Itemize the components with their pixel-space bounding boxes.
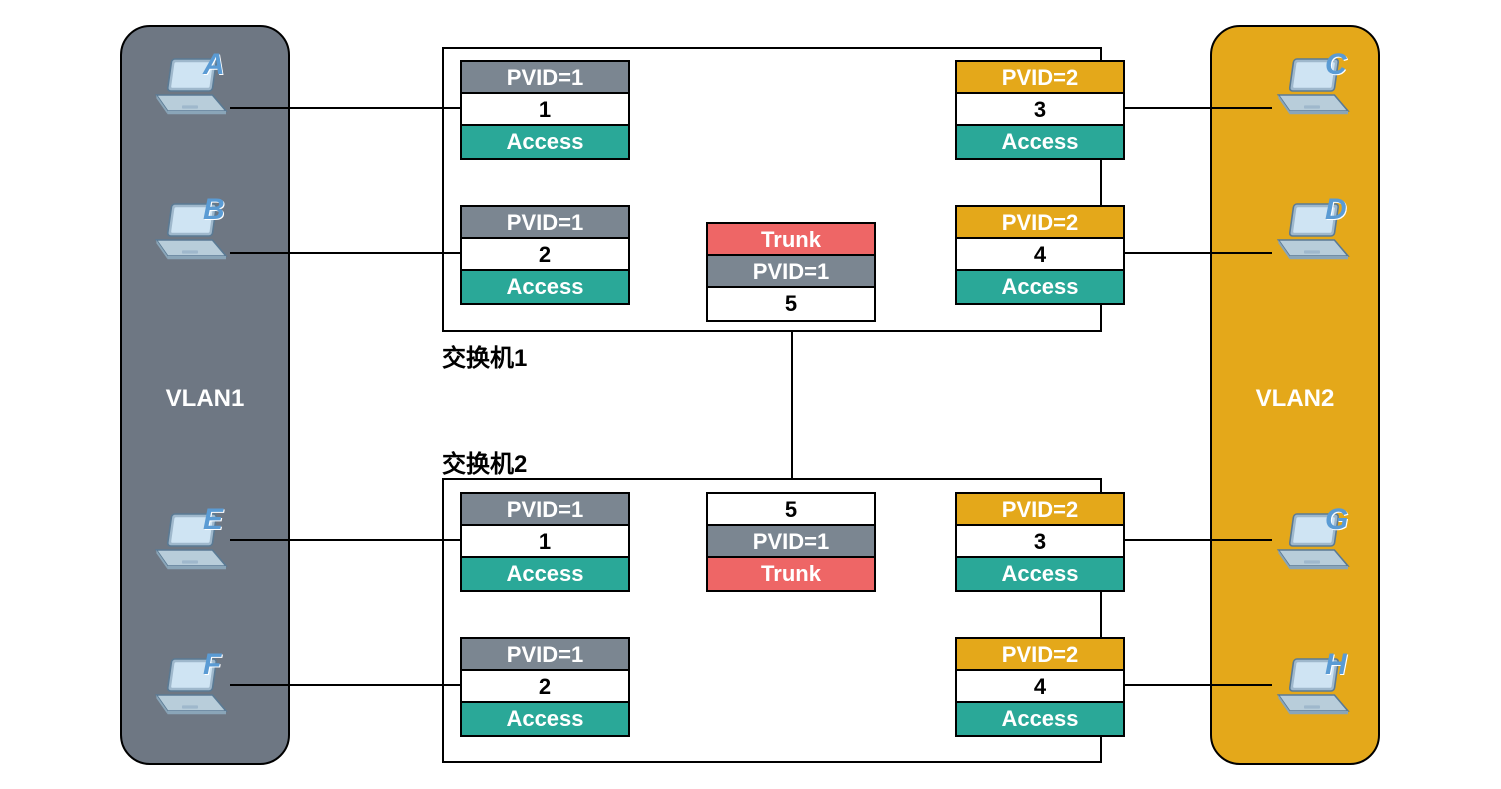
port-block: PVID=12Access (460, 205, 630, 305)
port-row: PVID=1 (462, 494, 628, 526)
host-label-D: D (1325, 193, 1347, 227)
port-row: 1 (462, 526, 628, 558)
host-label-G: G (1325, 503, 1348, 537)
host-label-B: B (203, 193, 225, 227)
host-label-H: H (1325, 648, 1347, 682)
switch-label-sw2: 交换机2 (442, 444, 527, 479)
port-row: PVID=2 (957, 494, 1123, 526)
vlan1-label: VLAN1 (166, 385, 245, 413)
port-row: Trunk (708, 224, 874, 256)
host-label-C: C (1325, 48, 1347, 82)
port-row: Trunk (708, 558, 874, 590)
port-row: 3 (957, 94, 1123, 126)
vlan2-box: VLAN2 (1210, 25, 1380, 765)
connection-line (791, 332, 793, 478)
port-block: PVID=23Access (955, 492, 1125, 592)
port-block: PVID=11Access (460, 60, 630, 160)
port-row: Access (462, 558, 628, 590)
connection-line (230, 107, 460, 109)
vlan2-label: VLAN2 (1256, 385, 1335, 413)
port-row: 3 (957, 526, 1123, 558)
port-row: PVID=2 (957, 62, 1123, 94)
connection-line (1125, 252, 1272, 254)
connection-line (230, 252, 460, 254)
port-row: 4 (957, 239, 1123, 271)
port-row: Access (957, 703, 1123, 735)
port-block: PVID=24Access (955, 637, 1125, 737)
host-label-A: A (203, 48, 225, 82)
port-row: PVID=1 (462, 639, 628, 671)
port-block: PVID=23Access (955, 60, 1125, 160)
connection-line (1125, 107, 1272, 109)
connection-line (230, 539, 460, 541)
port-row: 5 (708, 288, 874, 320)
port-row: 2 (462, 239, 628, 271)
port-block: PVID=11Access (460, 492, 630, 592)
port-block: PVID=12Access (460, 637, 630, 737)
port-row: PVID=1 (462, 62, 628, 94)
host-label-E: E (203, 503, 223, 537)
port-block: 5PVID=1Trunk (706, 492, 876, 592)
port-row: 5 (708, 494, 874, 526)
port-row: Access (957, 126, 1123, 158)
port-row: 2 (462, 671, 628, 703)
port-row: Access (957, 271, 1123, 303)
port-row: Access (462, 271, 628, 303)
port-row: 4 (957, 671, 1123, 703)
port-row: PVID=1 (708, 526, 874, 558)
port-row: Access (462, 126, 628, 158)
port-row: Access (957, 558, 1123, 590)
port-row: PVID=1 (708, 256, 874, 288)
port-row: 1 (462, 94, 628, 126)
port-row: PVID=2 (957, 639, 1123, 671)
port-block: TrunkPVID=15 (706, 222, 876, 322)
connection-line (230, 684, 460, 686)
host-label-F: F (203, 648, 221, 682)
port-row: PVID=2 (957, 207, 1123, 239)
port-row: Access (462, 703, 628, 735)
connection-line (1125, 539, 1272, 541)
connection-line (1125, 684, 1272, 686)
port-block: PVID=24Access (955, 205, 1125, 305)
switch-label-sw1: 交换机1 (442, 338, 527, 373)
port-row: PVID=1 (462, 207, 628, 239)
